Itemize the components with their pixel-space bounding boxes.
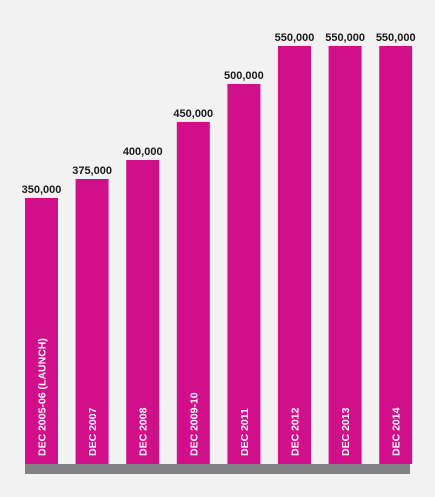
bar-1 <box>25 198 58 464</box>
bar-4 <box>176 122 210 464</box>
category-label-1: DEC 2005-06 (LAUNCH) <box>37 338 49 456</box>
bar-8 <box>379 46 413 464</box>
value-label-8: 550,000 <box>376 32 416 44</box>
bars-group <box>25 46 413 464</box>
value-label-4: 450,000 <box>173 108 213 120</box>
category-labels-group: DEC 2005-06 (LAUNCH) DEC 2007 DEC 2008 DEC … <box>37 338 403 456</box>
chart-baseline <box>25 464 410 474</box>
bar-6 <box>278 46 311 464</box>
category-label-8: DEC 2014 <box>391 407 403 456</box>
category-label-5: DEC 2011 <box>239 408 251 456</box>
category-label-3: DEC 2008 <box>138 407 150 456</box>
value-label-6: 550,000 <box>275 32 315 44</box>
bar-7 <box>328 46 362 464</box>
value-label-1: 350,000 <box>22 184 62 196</box>
value-label-5: 500,000 <box>224 70 264 82</box>
value-label-2: 375,000 <box>72 165 112 177</box>
category-label-7: DEC 2013 <box>340 407 352 456</box>
bar-5 <box>227 84 261 464</box>
bar-3 <box>126 160 160 464</box>
category-label-2: DEC 2007 <box>87 407 99 456</box>
value-label-3: 400,000 <box>123 146 163 158</box>
category-label-6: DEC 2012 <box>290 407 302 456</box>
category-label-4: DEC 2009-10 <box>188 392 200 456</box>
value-label-7: 550,000 <box>325 32 365 44</box>
value-labels-group: 350,000 375,000 400,000 450,000 500,000 550,0… <box>22 32 416 196</box>
bar-2 <box>75 179 109 464</box>
